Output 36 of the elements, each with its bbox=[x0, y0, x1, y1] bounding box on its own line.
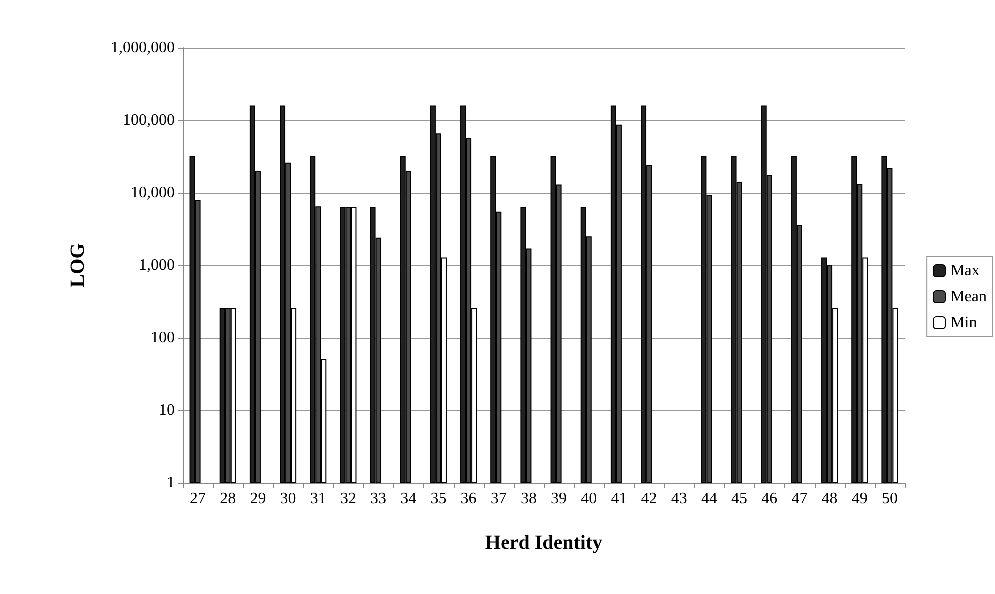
legend-label: Mean bbox=[950, 288, 988, 306]
x-tick-label: 27 bbox=[190, 490, 206, 508]
y-tick-label: 10,000 bbox=[131, 184, 175, 202]
x-tick-label: 39 bbox=[551, 490, 568, 508]
x-tick-label: 34 bbox=[400, 490, 417, 508]
x-tick-label: 28 bbox=[220, 490, 236, 508]
x-axis-title: Herd Identity bbox=[485, 532, 603, 554]
y-tick-label: 100 bbox=[151, 330, 175, 346]
x-tick-label: 43 bbox=[671, 490, 688, 508]
legend-label: Min bbox=[950, 314, 978, 332]
x-tick-label: 50 bbox=[882, 490, 898, 508]
x-tick-label: 37 bbox=[490, 490, 507, 508]
x-tick-label: 33 bbox=[370, 490, 387, 508]
x-tick-label: 36 bbox=[460, 490, 477, 508]
x-tick-label: 46 bbox=[762, 490, 778, 508]
x-tick-label: 48 bbox=[822, 490, 838, 508]
x-tick-label: 45 bbox=[732, 490, 748, 508]
y-tick-label: 1 bbox=[167, 474, 175, 492]
y-tick-label: 10 bbox=[159, 402, 175, 419]
y-tick-label: 1,000 bbox=[139, 257, 175, 274]
x-tick-label: 29 bbox=[250, 490, 266, 508]
x-tick-label: 41 bbox=[611, 490, 628, 508]
legend-label: Max bbox=[950, 262, 980, 280]
x-tick-label: 44 bbox=[701, 490, 718, 508]
x-tick-label: 31 bbox=[310, 490, 326, 508]
x-tick-label: 38 bbox=[520, 490, 537, 508]
y-tick-label: 1,000,000 bbox=[111, 40, 175, 56]
x-tick-label: 32 bbox=[340, 490, 356, 508]
x-tick-label: 40 bbox=[581, 490, 598, 508]
y-axis-title: LOG bbox=[67, 242, 89, 288]
y-tick-label: 100,000 bbox=[123, 112, 175, 129]
x-tick-label: 47 bbox=[792, 490, 808, 508]
x-tick-label: 30 bbox=[280, 490, 296, 508]
x-tick-label: 49 bbox=[852, 490, 868, 508]
x-tick-label: 35 bbox=[430, 490, 447, 508]
x-tick-label: 42 bbox=[641, 490, 658, 508]
